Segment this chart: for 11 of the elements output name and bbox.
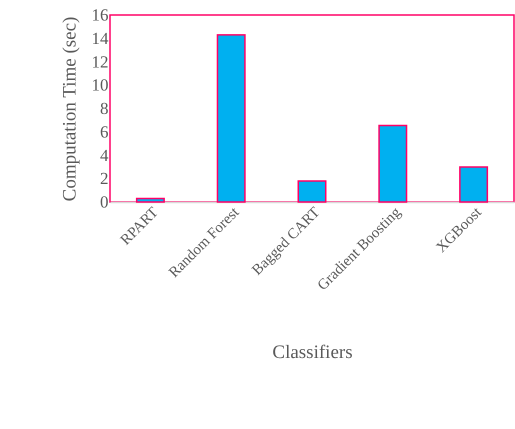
y-tick-label: 8 xyxy=(100,99,108,118)
y-tick-label: 2 xyxy=(100,169,108,188)
y-tick-label: 4 xyxy=(100,146,109,165)
y-axis-title: Computation Time (sec) xyxy=(60,16,80,202)
y-tick-label: 10 xyxy=(92,76,108,95)
y-tick-label: 0 xyxy=(100,192,108,212)
x-axis-title: Classifiers xyxy=(272,342,353,364)
y-tick-label: 14 xyxy=(92,28,109,48)
y-tick-label: 12 xyxy=(92,52,108,72)
y-tick-label: 6 xyxy=(100,122,108,142)
y-tick-label: 16 xyxy=(92,6,108,24)
